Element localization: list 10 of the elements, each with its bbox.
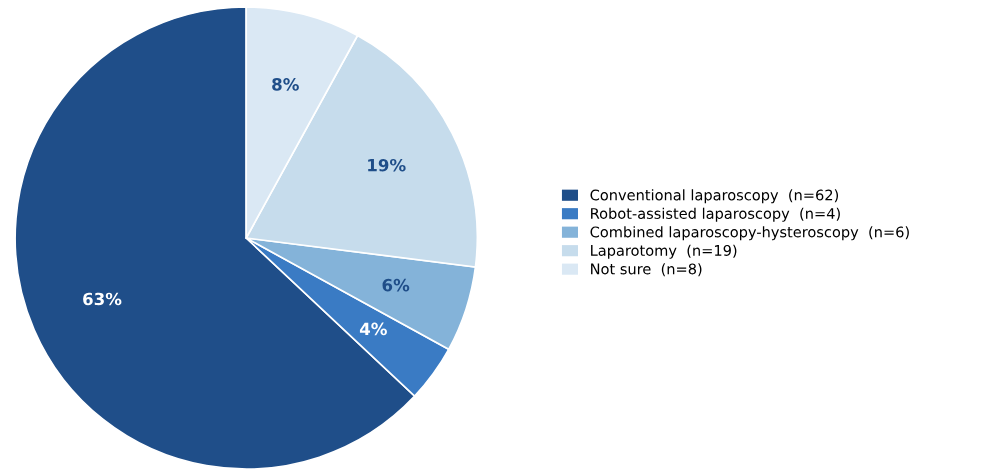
legend-label: Laparotomy (n=19) [591, 244, 737, 259]
data-label: 19% [368, 158, 406, 172]
legend-label: Conventional laparoscopy (n=62) [590, 189, 839, 204]
data-label: 4% [359, 322, 387, 336]
data-label: 6% [382, 278, 410, 292]
legend-label: Combined laparoscopy-hysteroscopy (n=6) [590, 226, 909, 241]
data-label: 63% [83, 292, 122, 306]
legend-label: Robot-assisted laparoscopy (n=4) [591, 207, 840, 222]
data-label: 8% [272, 78, 299, 91]
legend-label: Not sure (n=8) [591, 263, 702, 277]
